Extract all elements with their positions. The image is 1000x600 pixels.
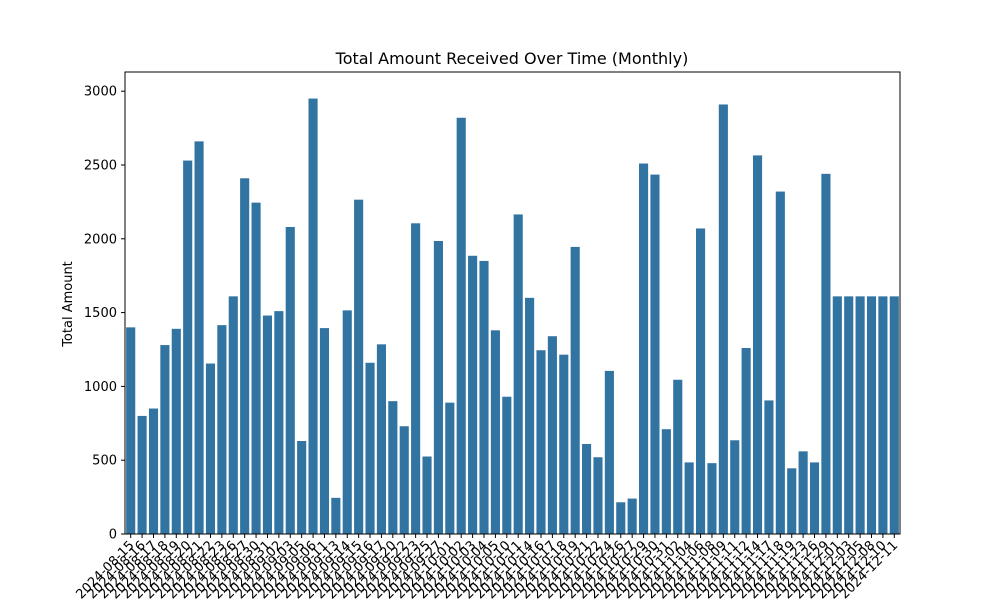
plot-frame bbox=[124, 71, 901, 535]
y-tick-label: 0 bbox=[109, 528, 117, 543]
bar bbox=[183, 160, 193, 534]
bar bbox=[502, 396, 512, 534]
bar bbox=[388, 401, 398, 534]
bar bbox=[205, 363, 216, 534]
bar bbox=[319, 328, 330, 534]
y-axis: 0 500 1000 1500 2000 2500 3000 bbox=[84, 85, 125, 543]
bar bbox=[137, 415, 147, 534]
bar bbox=[593, 457, 603, 534]
y-axis-label: Total Amount bbox=[61, 261, 76, 348]
bar bbox=[684, 462, 694, 534]
bar bbox=[741, 348, 751, 534]
bar bbox=[525, 297, 535, 534]
bar bbox=[342, 310, 352, 534]
bar bbox=[821, 173, 831, 534]
bar bbox=[297, 441, 307, 534]
bar bbox=[798, 451, 808, 534]
bar bbox=[639, 163, 649, 534]
bar bbox=[787, 468, 797, 534]
bar bbox=[582, 443, 592, 534]
bar bbox=[285, 226, 295, 535]
bar bbox=[331, 497, 341, 534]
y-tick-label: 1500 bbox=[84, 306, 117, 321]
bar bbox=[490, 330, 500, 534]
bar bbox=[695, 228, 706, 534]
y-tick-label: 1000 bbox=[84, 380, 117, 395]
bar bbox=[730, 440, 740, 534]
bar bbox=[661, 429, 671, 534]
bar bbox=[752, 155, 763, 534]
bar bbox=[422, 456, 432, 534]
bar bbox=[274, 311, 284, 534]
bar bbox=[570, 246, 580, 535]
bar bbox=[878, 296, 888, 534]
bar bbox=[308, 98, 318, 534]
bar bbox=[399, 426, 409, 534]
bar bbox=[832, 296, 842, 534]
bar bbox=[547, 336, 557, 534]
bar bbox=[468, 255, 478, 534]
y-tick-label: 2500 bbox=[84, 158, 117, 173]
bar bbox=[445, 402, 455, 534]
bar bbox=[228, 296, 238, 534]
bar bbox=[844, 296, 854, 534]
bar bbox=[411, 223, 421, 534]
bar bbox=[456, 117, 466, 534]
bar bbox=[262, 315, 273, 534]
bar bbox=[433, 241, 443, 534]
bar bbox=[171, 328, 181, 534]
bar bbox=[559, 354, 569, 534]
bar bbox=[775, 191, 785, 534]
bar bbox=[718, 104, 728, 535]
bar bbox=[479, 260, 489, 534]
bar bbox=[866, 296, 877, 534]
bar bbox=[148, 408, 159, 534]
bar bbox=[855, 296, 865, 534]
bar bbox=[194, 141, 204, 535]
bar bbox=[707, 463, 717, 534]
bar bbox=[251, 202, 261, 534]
bar bbox=[365, 362, 375, 534]
bar bbox=[536, 350, 546, 534]
x-axis: 2024-08-152024-08-162024-08-172024-08-18… bbox=[73, 534, 901, 600]
bar bbox=[673, 379, 683, 534]
bars bbox=[126, 98, 899, 535]
bar bbox=[354, 199, 364, 535]
bar bbox=[126, 327, 136, 534]
bar bbox=[240, 178, 250, 534]
bar bbox=[217, 325, 227, 534]
bar bbox=[604, 370, 614, 534]
y-tick-label: 3000 bbox=[84, 85, 117, 100]
bar bbox=[809, 462, 820, 534]
bar bbox=[376, 344, 386, 534]
bar bbox=[889, 296, 899, 534]
bar bbox=[627, 498, 637, 534]
bar bbox=[513, 214, 523, 535]
chart-title: Total Amount Received Over Time (Monthly… bbox=[335, 49, 689, 68]
y-tick-label: 500 bbox=[92, 454, 117, 469]
bar bbox=[650, 174, 660, 535]
bar bbox=[616, 502, 626, 534]
bar bbox=[160, 345, 170, 534]
bar bbox=[764, 400, 774, 534]
y-tick-label: 2000 bbox=[84, 232, 117, 247]
